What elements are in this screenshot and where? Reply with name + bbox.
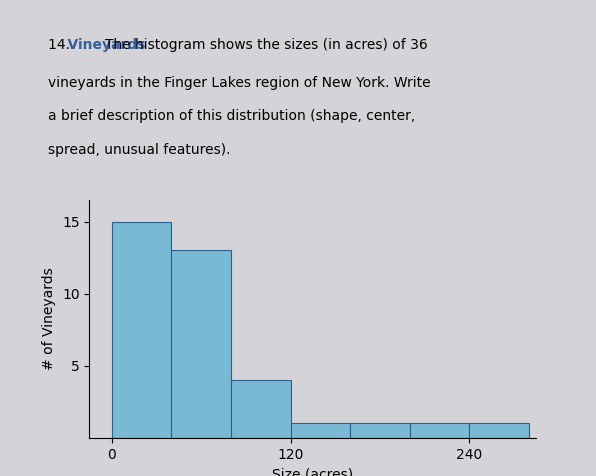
Text: The histogram shows the sizes (in acres) of 36: The histogram shows the sizes (in acres)…: [48, 38, 427, 52]
Y-axis label: # of Vineyards: # of Vineyards: [42, 268, 57, 370]
Text: Vineyards: Vineyards: [48, 38, 145, 52]
Text: 14.: 14.: [48, 38, 74, 52]
Bar: [410, 424, 470, 438]
Bar: [350, 424, 410, 438]
Bar: [470, 424, 529, 438]
Text: vineyards in the Finger Lakes region of New York. Write: vineyards in the Finger Lakes region of …: [48, 76, 430, 90]
X-axis label: Size (acres): Size (acres): [272, 467, 353, 476]
Bar: [112, 221, 172, 438]
Text: spread, unusual features).: spread, unusual features).: [48, 143, 230, 157]
Bar: [291, 424, 350, 438]
Bar: [172, 250, 231, 438]
Bar: [231, 380, 291, 438]
Text: a brief description of this distribution (shape, center,: a brief description of this distribution…: [48, 109, 415, 123]
